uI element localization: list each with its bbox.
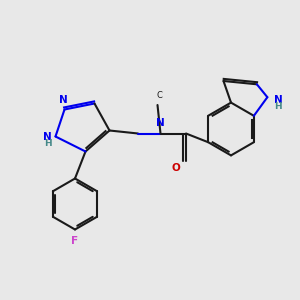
Text: N: N [58,95,68,105]
Text: N: N [43,131,52,142]
Text: H: H [274,102,282,111]
Text: N: N [156,118,165,128]
Text: O: O [172,164,181,173]
Text: N: N [274,95,283,105]
Text: H: H [44,139,52,148]
Text: F: F [71,236,79,246]
Text: C: C [156,91,162,100]
